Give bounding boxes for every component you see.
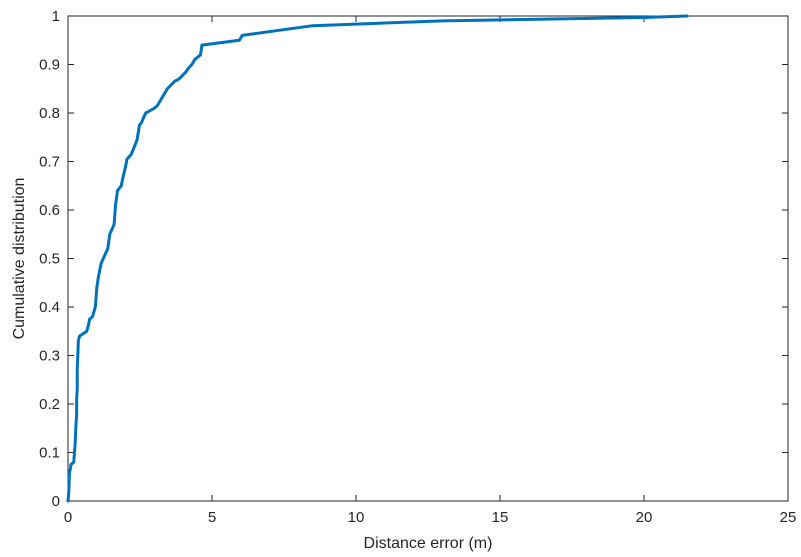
plot-area: 0 5 10 15 20 25 0 0.1 0.2 0.3 0.4 0.5 0.6 0.7 0.8 0.9 1 <box>39 8 796 526</box>
y-tick-label: 0 <box>52 493 60 510</box>
axes-box <box>67 15 789 502</box>
y-tick-label: 0.1 <box>39 445 60 462</box>
x-tick-label: 10 <box>348 509 365 526</box>
y-tick-label: 0.8 <box>39 105 60 122</box>
x-tick-label: 25 <box>780 509 797 526</box>
y-tick-label: 0.3 <box>39 348 60 365</box>
y-axis-ticks: 0 0.1 0.2 0.3 0.4 0.5 0.6 0.7 0.8 0.9 1 <box>39 8 788 510</box>
y-tick-label: 0.4 <box>39 299 60 316</box>
x-axis-label: Distance error (m) <box>364 535 493 552</box>
x-tick-label: 5 <box>208 509 216 526</box>
x-tick-label: 20 <box>636 509 653 526</box>
x-axis-ticks: 0 5 10 15 20 25 <box>64 16 797 526</box>
x-tick-label: 15 <box>492 509 509 526</box>
series-line-cdf <box>66 14 689 503</box>
y-axis-label: Cumulative distribution <box>11 178 28 340</box>
y-tick-label: 0.7 <box>39 154 60 171</box>
y-tick-label: 0.9 <box>39 57 60 74</box>
y-tick-label: 1 <box>52 8 60 25</box>
y-tick-label: 0.2 <box>39 396 60 413</box>
y-tick-label: 0.6 <box>39 202 60 219</box>
y-tick-label: 0.5 <box>39 251 60 268</box>
x-tick-label: 0 <box>64 509 72 526</box>
